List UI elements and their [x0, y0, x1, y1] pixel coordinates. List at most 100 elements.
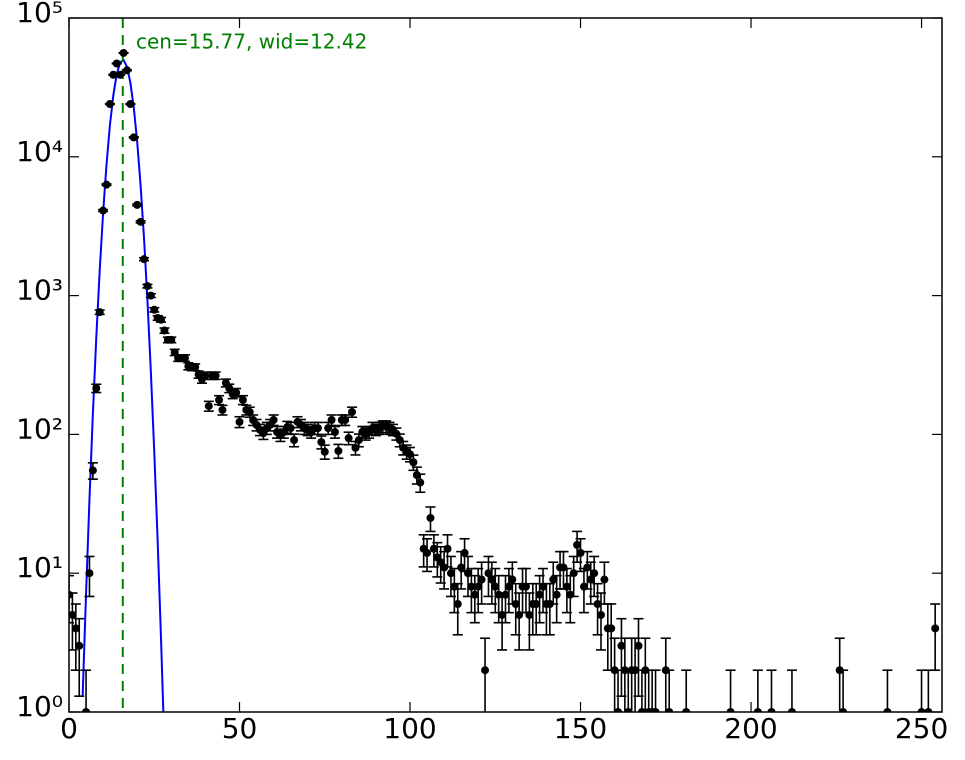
data-point: [487, 575, 496, 584]
annotation: cen=15.77, wid=12.42: [136, 30, 367, 54]
data-point: [160, 326, 169, 335]
data-point: [406, 450, 415, 459]
data-point: [215, 395, 224, 404]
data-point: [238, 395, 247, 404]
data-point: [201, 371, 210, 380]
data-point: [351, 443, 360, 452]
y-tick-label: 10¹: [16, 551, 63, 584]
data-point: [457, 563, 466, 572]
data-point: [191, 363, 200, 372]
data-point: [109, 70, 118, 79]
data-point: [320, 447, 329, 456]
data-point: [470, 590, 479, 599]
data-point: [590, 569, 599, 578]
data-point: [218, 405, 227, 414]
data-point: [133, 200, 142, 209]
data-point: [119, 48, 128, 57]
data-point: [416, 478, 425, 487]
x-tick-label: 150: [554, 712, 607, 745]
x-tick-label: 200: [724, 712, 777, 745]
data-point: [211, 371, 220, 380]
data-point: [539, 582, 548, 591]
data-point: [75, 641, 84, 650]
data-point: [232, 388, 241, 397]
data-point: [753, 708, 762, 712]
data-point: [409, 458, 418, 467]
data-point: [484, 569, 493, 578]
data-point: [116, 70, 125, 79]
data-point: [82, 708, 91, 712]
data-point: [511, 599, 520, 608]
data-point: [105, 100, 114, 109]
data-point: [637, 708, 646, 712]
data-point: [443, 544, 452, 553]
data-point: [269, 415, 278, 424]
data-point: [600, 575, 609, 584]
data-point: [122, 66, 131, 75]
data-point: [624, 708, 633, 712]
data-point: [334, 446, 343, 455]
data-point: [92, 384, 101, 393]
data-point: [88, 466, 97, 475]
data-point: [95, 308, 104, 317]
y-tick-label: 10²: [16, 412, 63, 445]
x-tick-label: 100: [383, 712, 436, 745]
data-point: [313, 424, 322, 433]
data-point: [491, 582, 500, 591]
data-point: [71, 624, 80, 633]
data-point: [532, 599, 541, 608]
data-point: [617, 641, 626, 650]
data-point: [286, 424, 295, 433]
data-point: [883, 708, 892, 712]
data-point: [634, 641, 643, 650]
data-point: [140, 255, 149, 264]
y-tick-label: 10⁰: [16, 690, 63, 723]
data-point: [146, 291, 155, 300]
data-point: [481, 666, 490, 675]
plot-frame: [68, 17, 943, 713]
y-tick-label: 10⁵: [16, 0, 63, 29]
data-point: [593, 599, 602, 608]
data-point: [474, 582, 483, 591]
plot-area: [69, 18, 941, 712]
data-point: [317, 438, 326, 447]
data-point: [85, 569, 94, 578]
data-point: [576, 548, 585, 557]
data-point: [651, 708, 660, 712]
data-point: [631, 666, 640, 675]
data-point: [330, 428, 339, 437]
data-point: [525, 610, 534, 619]
data-point: [665, 708, 674, 712]
data-point: [348, 408, 357, 417]
data-point: [136, 217, 145, 226]
x-tick-label: 250: [895, 712, 948, 745]
data-point: [569, 569, 578, 578]
data-point: [549, 575, 558, 584]
data-point: [583, 563, 592, 572]
data-point: [423, 548, 432, 557]
y-tick-label: 10⁴: [16, 135, 63, 168]
data-point: [129, 133, 138, 142]
data-point: [508, 575, 517, 584]
data-point: [157, 315, 166, 324]
data-point: [607, 624, 616, 633]
data-point: [552, 590, 561, 599]
data-point: [180, 354, 189, 363]
data-point: [344, 434, 353, 443]
data-point: [787, 708, 796, 712]
data-point: [453, 599, 462, 608]
data-point: [126, 100, 135, 109]
data-point: [682, 708, 691, 712]
data-point: [521, 582, 530, 591]
data-point: [446, 569, 455, 578]
data-point: [573, 540, 582, 549]
data-point: [839, 708, 848, 712]
data-point: [290, 436, 299, 445]
data-point: [426, 513, 435, 522]
data-point: [150, 305, 159, 314]
data-point: [767, 708, 776, 712]
data-point: [931, 624, 940, 633]
